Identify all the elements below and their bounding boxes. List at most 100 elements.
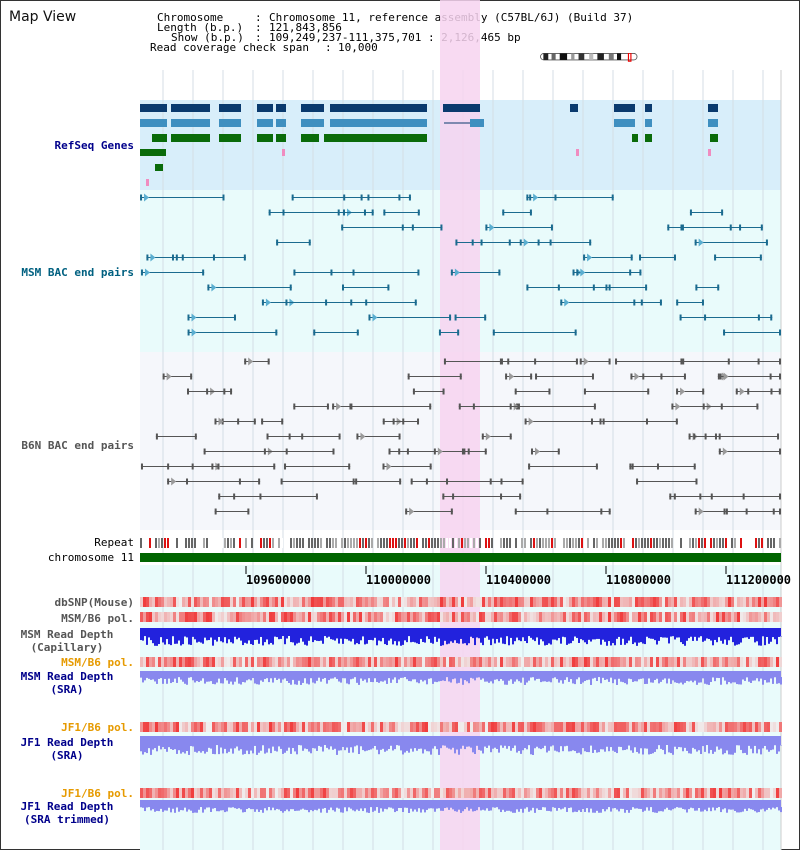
read-depth-bar: [660, 636, 662, 638]
track-label-b6n-bac[interactable]: B6N BAC end pairs: [21, 439, 134, 452]
heat-cell: [368, 722, 371, 732]
read-depth-bar: [566, 745, 568, 746]
read-depth-bar: [154, 636, 156, 646]
bac-end-mark: [676, 388, 679, 395]
track-label-msm-bac[interactable]: MSM BAC end pairs: [21, 266, 134, 279]
track-label-msm-b6-pol-2[interactable]: MSM/B6 pol.: [61, 656, 134, 669]
read-depth-bar: [450, 745, 452, 750]
heat-cell: [767, 657, 770, 667]
heat-cell: [674, 612, 677, 622]
read-depth-bar: [212, 807, 214, 809]
bac-end-mark: [356, 329, 359, 336]
heat-cell: [332, 657, 335, 667]
read-depth-bar: [200, 745, 202, 753]
read-depth-bar: [252, 807, 254, 810]
track-label-msm-depth-sra[interactable]: MSM Read Depth (SRA): [0, 670, 134, 696]
read-depth-bar: [758, 677, 760, 682]
repeat-mark: [587, 538, 589, 548]
bac-end-mark: [442, 388, 445, 395]
heat-cell: [371, 657, 374, 667]
heat-cell: [779, 722, 782, 732]
heat-cell: [497, 722, 500, 732]
heat-cell: [467, 612, 470, 622]
read-depth-bar: [256, 745, 258, 755]
bac-end-arrow: [722, 447, 728, 456]
heat-cell: [275, 612, 278, 622]
read-depth-bar: [472, 636, 474, 639]
read-depth-bar: [602, 636, 604, 640]
track-label-jf1-depth-sra[interactable]: JF1 Read Depth (SRA): [0, 736, 134, 762]
bac-end-mark: [680, 224, 683, 231]
heat-cell: [257, 597, 260, 607]
bac-end-mark: [417, 418, 420, 425]
bac-end-mark: [261, 299, 264, 306]
track-label-chromosome[interactable]: chromosome 11: [47, 551, 134, 564]
read-depth-bar: [408, 807, 410, 813]
bac-end-mark: [593, 403, 596, 410]
read-depth-bar: [710, 807, 712, 812]
read-depth-bar: [352, 636, 354, 639]
read-depth-bar: [702, 677, 704, 679]
read-depth-bar: [690, 677, 692, 681]
read-depth-bar: [258, 807, 260, 812]
read-depth-bar: [720, 677, 722, 685]
repeat-mark: [170, 538, 172, 548]
track-label-jf1-depth-trim[interactable]: JF1 Read Depth (SRA trimmed): [0, 800, 134, 826]
bac-end-arrow: [564, 298, 570, 307]
heat-cell: [224, 597, 227, 607]
heat-cell: [440, 612, 443, 622]
heat-cell: [233, 612, 236, 622]
heat-cell: [596, 722, 599, 732]
track-label-msm-b6-pol-1[interactable]: MSM/B6 pol.: [61, 612, 134, 625]
heat-cell: [290, 722, 293, 732]
heat-cell: [701, 722, 704, 732]
track-label-msm-depth-capillary[interactable]: MSM Read Depth (Capillary): [0, 628, 134, 654]
read-depth-bar: [290, 636, 292, 643]
heat-cell: [146, 612, 149, 622]
read-depth-bar: [704, 677, 706, 684]
read-depth-bar: [180, 807, 182, 811]
read-depth-bar: [760, 807, 762, 810]
read-depth-bar: [570, 807, 572, 808]
heat-cell: [602, 612, 605, 622]
gene-exon: [470, 119, 484, 127]
read-depth-bar: [208, 745, 210, 748]
read-depth-bar: [456, 636, 458, 644]
repeat-mark: [764, 538, 766, 548]
heat-cell: [233, 788, 236, 798]
track-label-repeat[interactable]: Repeat: [94, 536, 134, 549]
read-depth-bar: [510, 636, 512, 638]
repeat-mark: [578, 538, 580, 548]
read-depth-bar: [450, 636, 452, 642]
heat-cell: [326, 657, 329, 667]
repeat-mark: [590, 538, 592, 548]
heat-cell: [293, 597, 296, 607]
read-depth-bar: [556, 636, 558, 641]
read-depth-bar: [526, 745, 528, 750]
heat-cell: [176, 722, 179, 732]
repeat-mark: [752, 538, 754, 548]
read-depth-bar: [154, 677, 156, 682]
heat-cell: [662, 788, 665, 798]
heat-cell: [431, 788, 434, 798]
read-depth-bar: [212, 636, 214, 646]
read-depth-bar: [180, 677, 182, 680]
track-label-jf1-b6-pol-1[interactable]: JF1/B6 pol.: [61, 721, 134, 734]
heat-cell: [503, 612, 506, 622]
read-depth-bar: [498, 807, 500, 810]
heat-cell: [386, 612, 389, 622]
chromosome-ideogram[interactable]: [530, 53, 650, 62]
heat-cell: [563, 612, 566, 622]
repeat-mark: [410, 538, 412, 548]
heat-cell: [563, 722, 566, 732]
heat-cell: [752, 657, 755, 667]
heat-cell: [566, 597, 569, 607]
heat-cell: [470, 612, 473, 622]
track-label-refseq-genes[interactable]: RefSeq Genes: [54, 139, 134, 152]
read-depth-bar: [544, 636, 546, 646]
track-label-dbsnp[interactable]: dbSNP(Mouse): [54, 596, 134, 609]
read-depth-bar: [590, 677, 592, 685]
read-depth-bar: [754, 745, 756, 746]
track-label-jf1-b6-pol-2[interactable]: JF1/B6 pol.: [61, 787, 134, 800]
